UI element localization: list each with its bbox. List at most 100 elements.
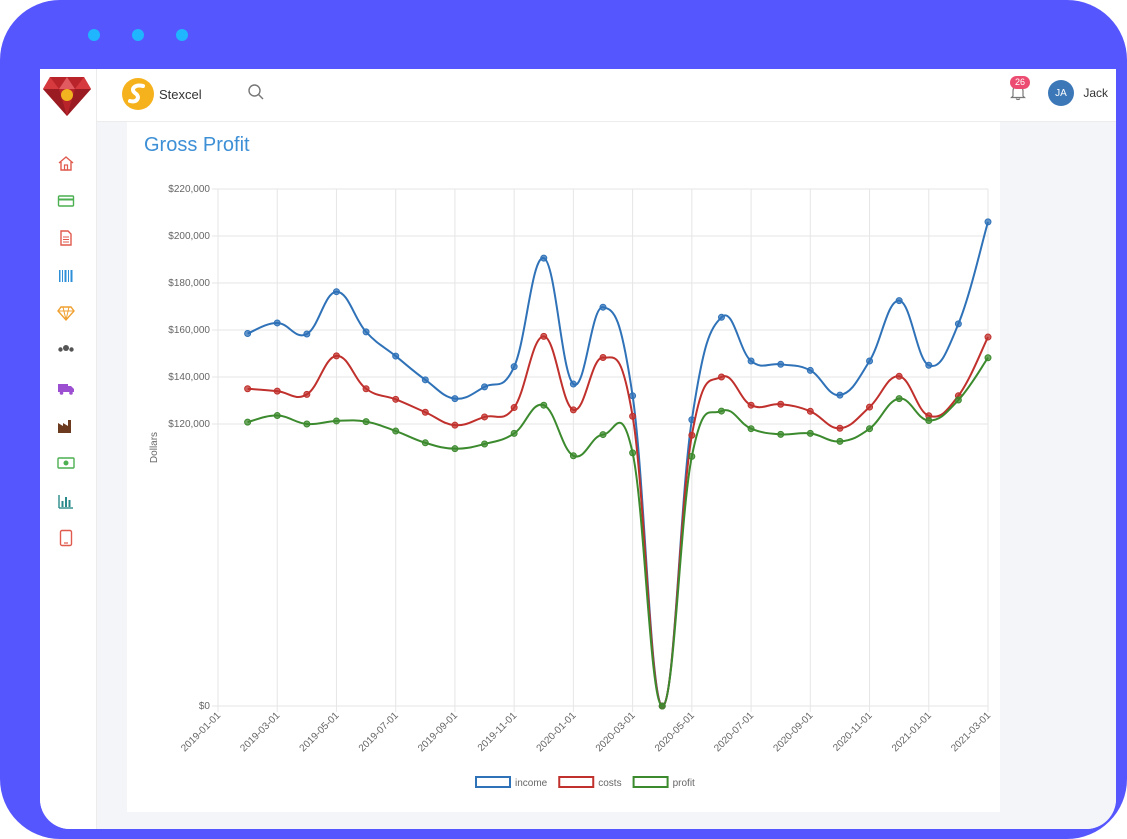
window-dot: [176, 29, 188, 41]
data-point-costs: [362, 385, 370, 393]
data-point-profit: [717, 407, 725, 415]
barcode-icon[interactable]: [57, 267, 75, 285]
data-point-profit: [451, 445, 459, 453]
data-point-income: [866, 357, 874, 365]
top-bar: Stexcel 26 JA Jack: [97, 69, 1116, 122]
window-dot: [132, 29, 144, 41]
data-point-costs: [273, 387, 281, 395]
data-point-profit: [244, 418, 252, 426]
x-tick-label: 2021-03-01: [949, 710, 993, 754]
y-tick-label: $120,000: [168, 419, 210, 430]
data-point-costs: [451, 421, 459, 429]
bar-chart-icon[interactable]: [57, 492, 75, 510]
users-icon[interactable]: [57, 342, 75, 360]
y-tick-label: $140,000: [168, 372, 210, 383]
legend-label-income: income: [515, 778, 548, 789]
avatar-initials: JA: [1055, 87, 1067, 99]
data-point-profit: [599, 431, 607, 439]
data-point-profit: [629, 449, 637, 457]
main-content: $0 $120,000 $140,000 $160,000 $180,000 $200,0…: [97, 122, 1116, 829]
legend-swatch-profit: [632, 776, 669, 788]
search-icon[interactable]: [247, 83, 265, 106]
y-tick-label: $160,000: [168, 325, 210, 336]
y-axis-label: Dollars: [149, 432, 160, 463]
diamond-icon[interactable]: [57, 304, 75, 322]
data-point-profit: [866, 425, 874, 433]
data-point-income: [777, 360, 785, 368]
series-line-profit: [247, 357, 989, 708]
window-dot: [88, 29, 100, 41]
data-point-costs: [629, 412, 637, 420]
data-point-income: [273, 319, 281, 327]
data-point-profit: [984, 354, 992, 362]
x-tick-label: 2019-01-01: [179, 710, 223, 754]
data-point-income: [510, 363, 518, 371]
data-point-profit: [658, 702, 666, 710]
x-tick-label: 2020-05-01: [653, 710, 697, 754]
data-point-costs: [540, 332, 548, 340]
data-point-profit: [303, 420, 311, 428]
truck-icon[interactable]: [57, 379, 75, 397]
legend-swatch-income: [475, 776, 511, 788]
data-point-income: [836, 391, 844, 399]
data-point-profit: [836, 437, 844, 445]
data-point-profit: [777, 430, 785, 438]
app-screen: Stexcel 26 JA Jack $0 $120: [40, 69, 1116, 829]
data-point-profit: [925, 416, 933, 424]
data-point-income: [599, 303, 607, 311]
data-point-income: [392, 352, 400, 360]
sidebar: [40, 69, 97, 829]
data-point-costs: [777, 400, 785, 408]
document-icon[interactable]: [57, 229, 75, 247]
data-point-profit: [332, 417, 340, 425]
x-tick-label: 2020-03-01: [594, 710, 638, 754]
data-point-profit: [895, 395, 903, 403]
data-point-income: [332, 288, 340, 296]
x-tick-label: 2021-01-01: [890, 710, 934, 754]
tablet-icon[interactable]: [57, 529, 75, 547]
data-point-income: [244, 330, 252, 338]
x-tick-label: 2020-01-01: [535, 710, 579, 754]
gross-profit-chart: $0 $120,000 $140,000 $160,000 $180,000 $200,0…: [149, 184, 993, 789]
data-point-income: [954, 320, 962, 328]
data-point-costs: [866, 403, 874, 411]
data-point-income: [303, 330, 311, 338]
avatar[interactable]: JA: [1048, 80, 1074, 106]
data-point-costs: [806, 407, 814, 415]
x-tick-label: 2019-09-01: [416, 710, 460, 754]
data-point-profit: [421, 439, 429, 447]
data-point-income: [481, 383, 489, 391]
data-point-costs: [895, 372, 903, 380]
data-point-income: [451, 395, 459, 403]
credit-card-icon[interactable]: [57, 192, 75, 210]
data-point-costs: [717, 373, 725, 381]
data-point-profit: [688, 452, 696, 460]
data-point-profit: [806, 429, 814, 437]
y-tick-label: $200,000: [168, 231, 210, 242]
data-point-profit: [392, 427, 400, 435]
diamond-logo-icon[interactable]: [42, 75, 92, 122]
data-point-profit: [569, 452, 577, 460]
data-point-costs: [510, 404, 518, 412]
factory-icon[interactable]: [57, 417, 75, 435]
brand-name: Stexcel: [159, 86, 202, 102]
gross-profit-card: $0 $120,000 $140,000 $160,000 $180,000 $200,0…: [127, 122, 1000, 812]
data-point-income: [540, 254, 548, 262]
brand[interactable]: Stexcel: [121, 77, 202, 111]
user-name[interactable]: Jack: [1083, 86, 1108, 100]
data-point-costs: [688, 431, 696, 439]
data-point-costs: [244, 385, 252, 393]
data-point-income: [362, 328, 370, 336]
home-icon[interactable]: [57, 154, 75, 172]
x-tick-label: 2019-05-01: [298, 710, 342, 754]
money-icon[interactable]: [57, 454, 75, 472]
x-tick-label: 2019-11-01: [476, 710, 520, 754]
stexcel-logo-icon: [122, 78, 154, 110]
data-point-profit: [954, 396, 962, 404]
notification-badge: 26: [1009, 76, 1030, 89]
data-point-profit: [273, 412, 281, 420]
x-tick-label: 2020-11-01: [831, 710, 875, 754]
data-point-profit: [747, 425, 755, 433]
data-point-costs: [599, 353, 607, 361]
